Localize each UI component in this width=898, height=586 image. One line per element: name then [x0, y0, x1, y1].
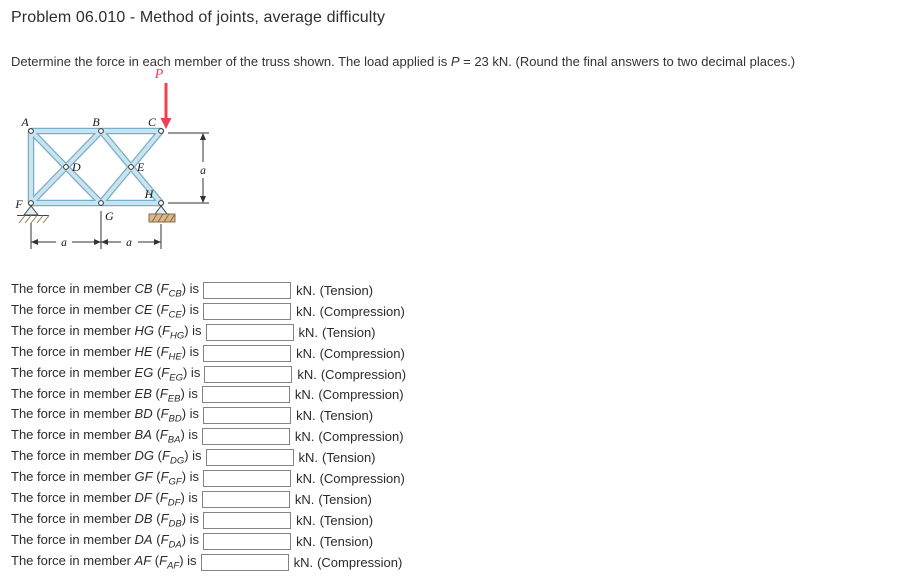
- force-input-eg[interactable]: [204, 365, 293, 383]
- answer-label: The force in member DG (FDG) is: [11, 448, 202, 467]
- dim-label-span-right: a: [126, 237, 132, 249]
- answer-unit-type: kN. (Tension): [296, 512, 374, 528]
- load-symbol-inline: P: [450, 54, 460, 69]
- joint-F: [28, 200, 34, 206]
- dim-label-height: a: [200, 165, 206, 177]
- force-input-da[interactable]: [203, 532, 292, 550]
- node-label-B: B: [92, 115, 100, 129]
- joint-G: [98, 200, 104, 206]
- node-label-E: E: [136, 160, 145, 174]
- answer-row: The force in member HG (FHG) is kN. (Tensi…: [11, 322, 406, 343]
- answer-list: The force in member CB (FCB) is kN. (Tensi…: [11, 280, 406, 572]
- answer-unit-type: kN. (Compression): [294, 387, 404, 403]
- answer-label: The force in member HE (FHE) is: [11, 343, 200, 363]
- force-input-gf[interactable]: [203, 469, 292, 487]
- answer-unit-type: kN. (Compression): [296, 470, 405, 486]
- load-arrow-icon: [160, 83, 172, 129]
- answer-row: The force in member BD (FBD) is kN. (Tensi…: [11, 405, 406, 426]
- truss-diagram: P A B C D E F: [14, 67, 209, 249]
- force-input-dg[interactable]: [205, 449, 294, 467]
- dim-label-span-left: a: [61, 237, 67, 249]
- answer-label: The force in member EB (FEB) is: [11, 385, 198, 405]
- height-dimension: [168, 132, 209, 204]
- answer-label: The force in member GF (FGF) is: [11, 469, 200, 488]
- answer-label: The force in member DA (FDA) is: [11, 531, 200, 551]
- answer-label: The force in member CE (FCE) is: [11, 302, 200, 321]
- force-input-ce[interactable]: [203, 302, 292, 320]
- answer-unit-type: kN. (Tension): [296, 533, 374, 549]
- node-label-D: D: [71, 160, 81, 174]
- node-label-C: C: [148, 115, 157, 129]
- joint-A: [28, 128, 34, 134]
- node-label-H: H: [144, 187, 155, 201]
- answer-unit-type: kN. (Tension): [298, 324, 376, 340]
- node-label-G: G: [105, 209, 114, 223]
- roller-support: [148, 205, 176, 223]
- answer-row: The force in member GF (FGF) is kN. (Compr…: [11, 468, 406, 489]
- answer-label: The force in member BD (FBD) is: [11, 406, 200, 426]
- answer-row: The force in member EB (FEB) is kN. (Compr…: [11, 384, 406, 405]
- answer-unit-type: kN. (Tension): [294, 491, 372, 507]
- answer-unit-type: kN. (Compression): [296, 303, 405, 319]
- answer-row: The force in member BA (FBA) is kN. (Compr…: [11, 426, 406, 447]
- answer-label: The force in member BA (FBA) is: [11, 427, 198, 446]
- answer-row: The force in member DA (FDA) is kN. (Tensi…: [11, 531, 406, 552]
- force-input-af[interactable]: [200, 553, 289, 571]
- statement-text-pre: Determine the force in each member of th…: [11, 54, 451, 69]
- answer-row: The force in member CE (FCE) is kN. (Compr…: [11, 301, 406, 322]
- answer-label: The force in member HG (FHG) is: [11, 322, 202, 342]
- force-input-hg[interactable]: [205, 323, 294, 341]
- answer-row: The force in member AF (FAF) is kN. (Compr…: [11, 552, 406, 573]
- load-label: P: [154, 67, 164, 82]
- statement-text-post: = 23 kN. (Round the final answers to two…: [459, 54, 796, 69]
- answer-unit-type: kN. (Tension): [298, 450, 376, 466]
- joint-C: [158, 128, 164, 134]
- answer-unit-type: kN. (Compression): [293, 554, 403, 570]
- span-dimensions: [30, 211, 162, 249]
- force-input-ba[interactable]: [201, 428, 290, 446]
- joint-B: [98, 128, 104, 134]
- answer-label: The force in member EG (FEG) is: [11, 364, 201, 384]
- answer-label: The force in member AF (FAF) is: [11, 552, 197, 572]
- force-input-eb[interactable]: [201, 386, 290, 404]
- force-input-db[interactable]: [203, 511, 292, 529]
- answer-row: The force in member EG (FEG) is kN. (Compr…: [11, 364, 406, 385]
- answer-unit-type: kN. (Compression): [296, 345, 405, 361]
- joint-E: [128, 164, 134, 170]
- pin-support: [17, 205, 50, 224]
- answer-row: The force in member HE (FHE) is kN. (Compr…: [11, 343, 406, 364]
- answer-row: The force in member CB (FCB) is kN. (Tensi…: [11, 280, 406, 301]
- node-label-F: F: [14, 197, 23, 211]
- answer-unit-type: kN. (Tension): [296, 408, 374, 424]
- answer-unit-type: kN. (Tension): [296, 282, 374, 298]
- problem-statement: Determine the force in each member of th…: [11, 54, 795, 69]
- answer-row: The force in member DG (FDG) is kN. (Tensi…: [11, 447, 406, 468]
- answer-label: The force in member DF (FDF) is: [11, 490, 198, 509]
- answer-label: The force in member DB (FDB) is: [11, 510, 200, 530]
- force-input-he[interactable]: [203, 344, 292, 362]
- answer-label: The force in member CB (FCB) is: [11, 281, 200, 300]
- joint-H: [158, 200, 164, 206]
- force-input-cb[interactable]: [203, 281, 292, 299]
- answer-row: The force in member DB (FDB) is kN. (Tensi…: [11, 510, 406, 531]
- answer-unit-type: kN. (Compression): [294, 429, 404, 445]
- answer-unit-type: kN. (Compression): [297, 366, 407, 382]
- page-title: Problem 06.010 - Method of joints, avera…: [11, 9, 386, 26]
- node-label-A: A: [20, 115, 29, 129]
- answer-row: The force in member DF (FDF) is kN. (Tensi…: [11, 489, 406, 510]
- joint-D: [63, 164, 69, 170]
- force-input-df[interactable]: [201, 490, 290, 508]
- force-input-bd[interactable]: [203, 407, 292, 425]
